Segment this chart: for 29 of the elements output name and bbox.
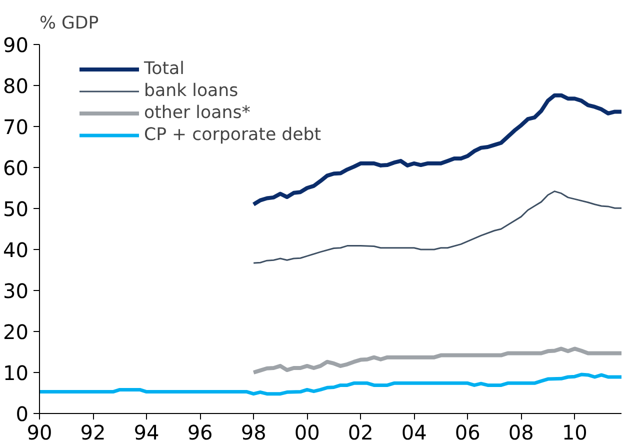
- y-tick-label: 30: [3, 279, 29, 303]
- x-tick-label: 02: [348, 420, 374, 442]
- x-tick-label: 00: [294, 420, 320, 442]
- x-tick-label: 94: [134, 420, 160, 442]
- x-tick-label: 90: [26, 420, 52, 442]
- x-tick-label: 92: [80, 420, 106, 442]
- y-tick-label: 70: [3, 115, 29, 139]
- y-tick-label: 50: [3, 197, 29, 221]
- y-tick-label: 60: [3, 156, 29, 180]
- x-tick-label: 06: [454, 420, 480, 442]
- y-tick-label: 10: [3, 361, 29, 385]
- x-tick-label: 04: [401, 420, 427, 442]
- line-series: [252, 190, 622, 264]
- x-tick-label: 08: [508, 420, 534, 442]
- legend-label: CP + corporate debt: [144, 125, 322, 145]
- line-series: [40, 372, 622, 396]
- y-tick-label: 80: [3, 74, 29, 98]
- legend-label: Total: [144, 59, 184, 79]
- y-tick-label: 90: [3, 33, 29, 57]
- line-series: [252, 346, 622, 374]
- x-tick-label: 10: [562, 420, 588, 442]
- legend-label: bank loans: [144, 81, 238, 101]
- y-axis-title: % GDP: [40, 14, 99, 34]
- legend-label: other loans*: [144, 103, 250, 123]
- y-tick-label: 20: [3, 320, 29, 344]
- x-tick-label: 98: [240, 420, 266, 442]
- x-tick-label: 96: [187, 420, 213, 442]
- y-tick-label: 0: [16, 402, 29, 426]
- y-tick-label: 40: [3, 238, 29, 262]
